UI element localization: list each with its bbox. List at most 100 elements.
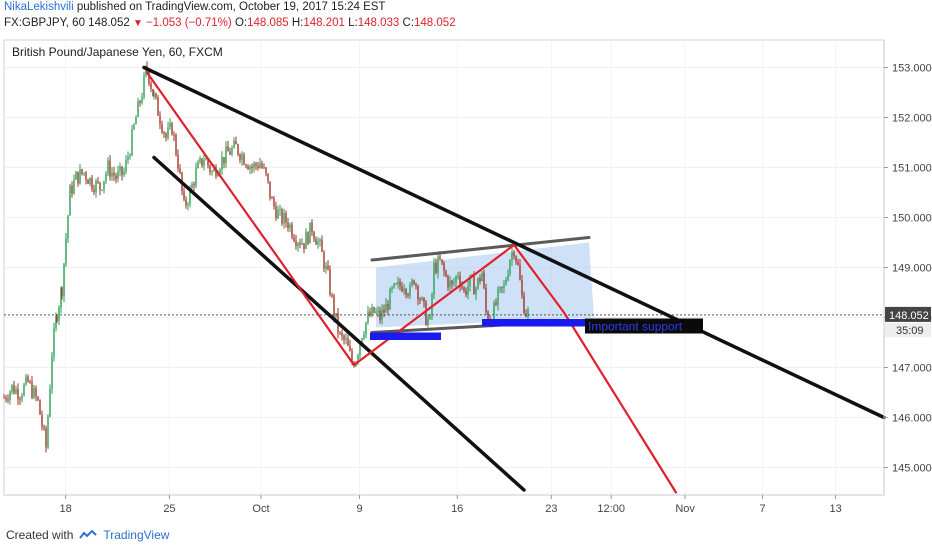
close-value: 148.052 [414,17,456,29]
candle-body [519,264,521,280]
candle-body [457,276,459,278]
candle-body [427,318,429,326]
countdown-tag [885,322,931,337]
candle-body [173,134,175,136]
high-value: 148.201 [303,17,345,29]
y-tick-label: 147.000 [892,363,932,375]
candle-body [243,154,245,165]
candle-body [475,288,477,295]
candle-body [375,311,377,313]
candle-body [505,280,507,285]
down-arrow-icon: ▼ [132,18,143,29]
candle-body [89,177,91,184]
candle-body [125,159,127,172]
candle-body [71,185,73,194]
candle-body [483,272,485,288]
candle-body [175,135,177,155]
candle-body [103,180,105,190]
candle-body [349,345,351,351]
flag-upper-line [370,236,591,262]
chart-container[interactable]: Important support 145.000 146.000 147.000 1… [0,36,932,522]
candle-body [77,171,79,184]
candle-body [221,157,223,170]
candle-body [429,315,431,319]
x-tick-label: Nov [675,503,695,515]
candle-body [403,288,405,292]
candle-body [60,288,62,308]
quote-line: FX:GBPJPY, 60 148.052 ▼ −1.053 (−0.71%) … [4,17,456,29]
candle-body [331,294,333,296]
candle-body [389,289,391,310]
price-chart[interactable]: Important support 145.000 146.000 147.000 1… [0,36,932,522]
tradingview-brand[interactable]: TradingView [103,528,170,542]
candle-body [383,309,385,313]
candle-body [21,395,23,400]
candle-body [309,222,311,244]
candle-body [25,376,27,385]
candle-body [439,256,441,260]
open-label: O: [234,17,248,29]
chart-title: British Pound/Japanese Yen, 60, FXCM [12,45,223,59]
candle-body [469,274,471,287]
red-projection-line [562,311,678,494]
candle-body [523,295,525,314]
time-axis[interactable]: 18 25 Oct 9 16 23 12:00 Nov 7 13 [4,494,884,515]
candle-body [55,316,57,329]
candle-body [239,154,241,161]
candle-body [499,286,501,289]
candle-body [399,281,401,287]
candle-body [351,350,353,364]
candle-body [205,159,207,161]
candle-body [161,124,163,133]
candle-body [443,263,445,272]
candle-body [159,115,161,125]
candle-body [347,338,349,346]
close-label: C: [402,17,415,29]
candle-body [447,276,449,288]
candle-body [39,399,41,415]
candle-body [473,275,475,295]
candle-body [333,295,335,317]
candle-body [5,397,7,400]
x-tick-label: 9 [356,503,362,515]
candle-body [143,75,145,98]
candle-body [421,297,423,301]
candle-body [127,156,129,160]
open-value: 148.085 [247,17,289,29]
publish-line: NikaLekishvili published on TradingView.… [4,1,385,13]
candle-body [259,163,261,169]
candle-body [453,282,455,285]
candle-body [165,133,167,138]
candle-body [85,172,87,180]
candle-body [9,391,11,400]
y-tick-label: 146.000 [892,413,932,425]
candle-body [7,399,9,401]
flag-pattern [376,242,594,328]
candle-body [329,269,331,295]
candle-body [225,146,227,164]
candle-body [441,259,443,264]
candle-body [451,280,453,285]
tradingview-logo-icon [79,529,98,539]
price-axis[interactable]: 145.000146.000147.000148.000149.000150.0… [883,40,932,495]
annotation-box [585,318,703,334]
candle-body [123,171,125,175]
candle-body [391,287,393,290]
candle-body [101,189,103,191]
candle-body [191,183,193,189]
candle-body [189,188,191,205]
candle-body [79,169,81,184]
symbol-label: FX:GBPJPY, 60 [4,17,85,29]
candle-body [245,164,247,167]
candle-body [405,288,407,295]
candle-body [373,306,375,313]
candle-body [223,157,225,164]
candle-body [163,132,165,134]
candle-body [251,166,253,169]
author-link[interactable]: NikaLekishvili [4,1,74,13]
candle-body [279,209,281,211]
candle-body [419,299,421,301]
candle-body [397,281,399,284]
flag-fill [376,242,594,328]
candle-body [467,286,469,295]
